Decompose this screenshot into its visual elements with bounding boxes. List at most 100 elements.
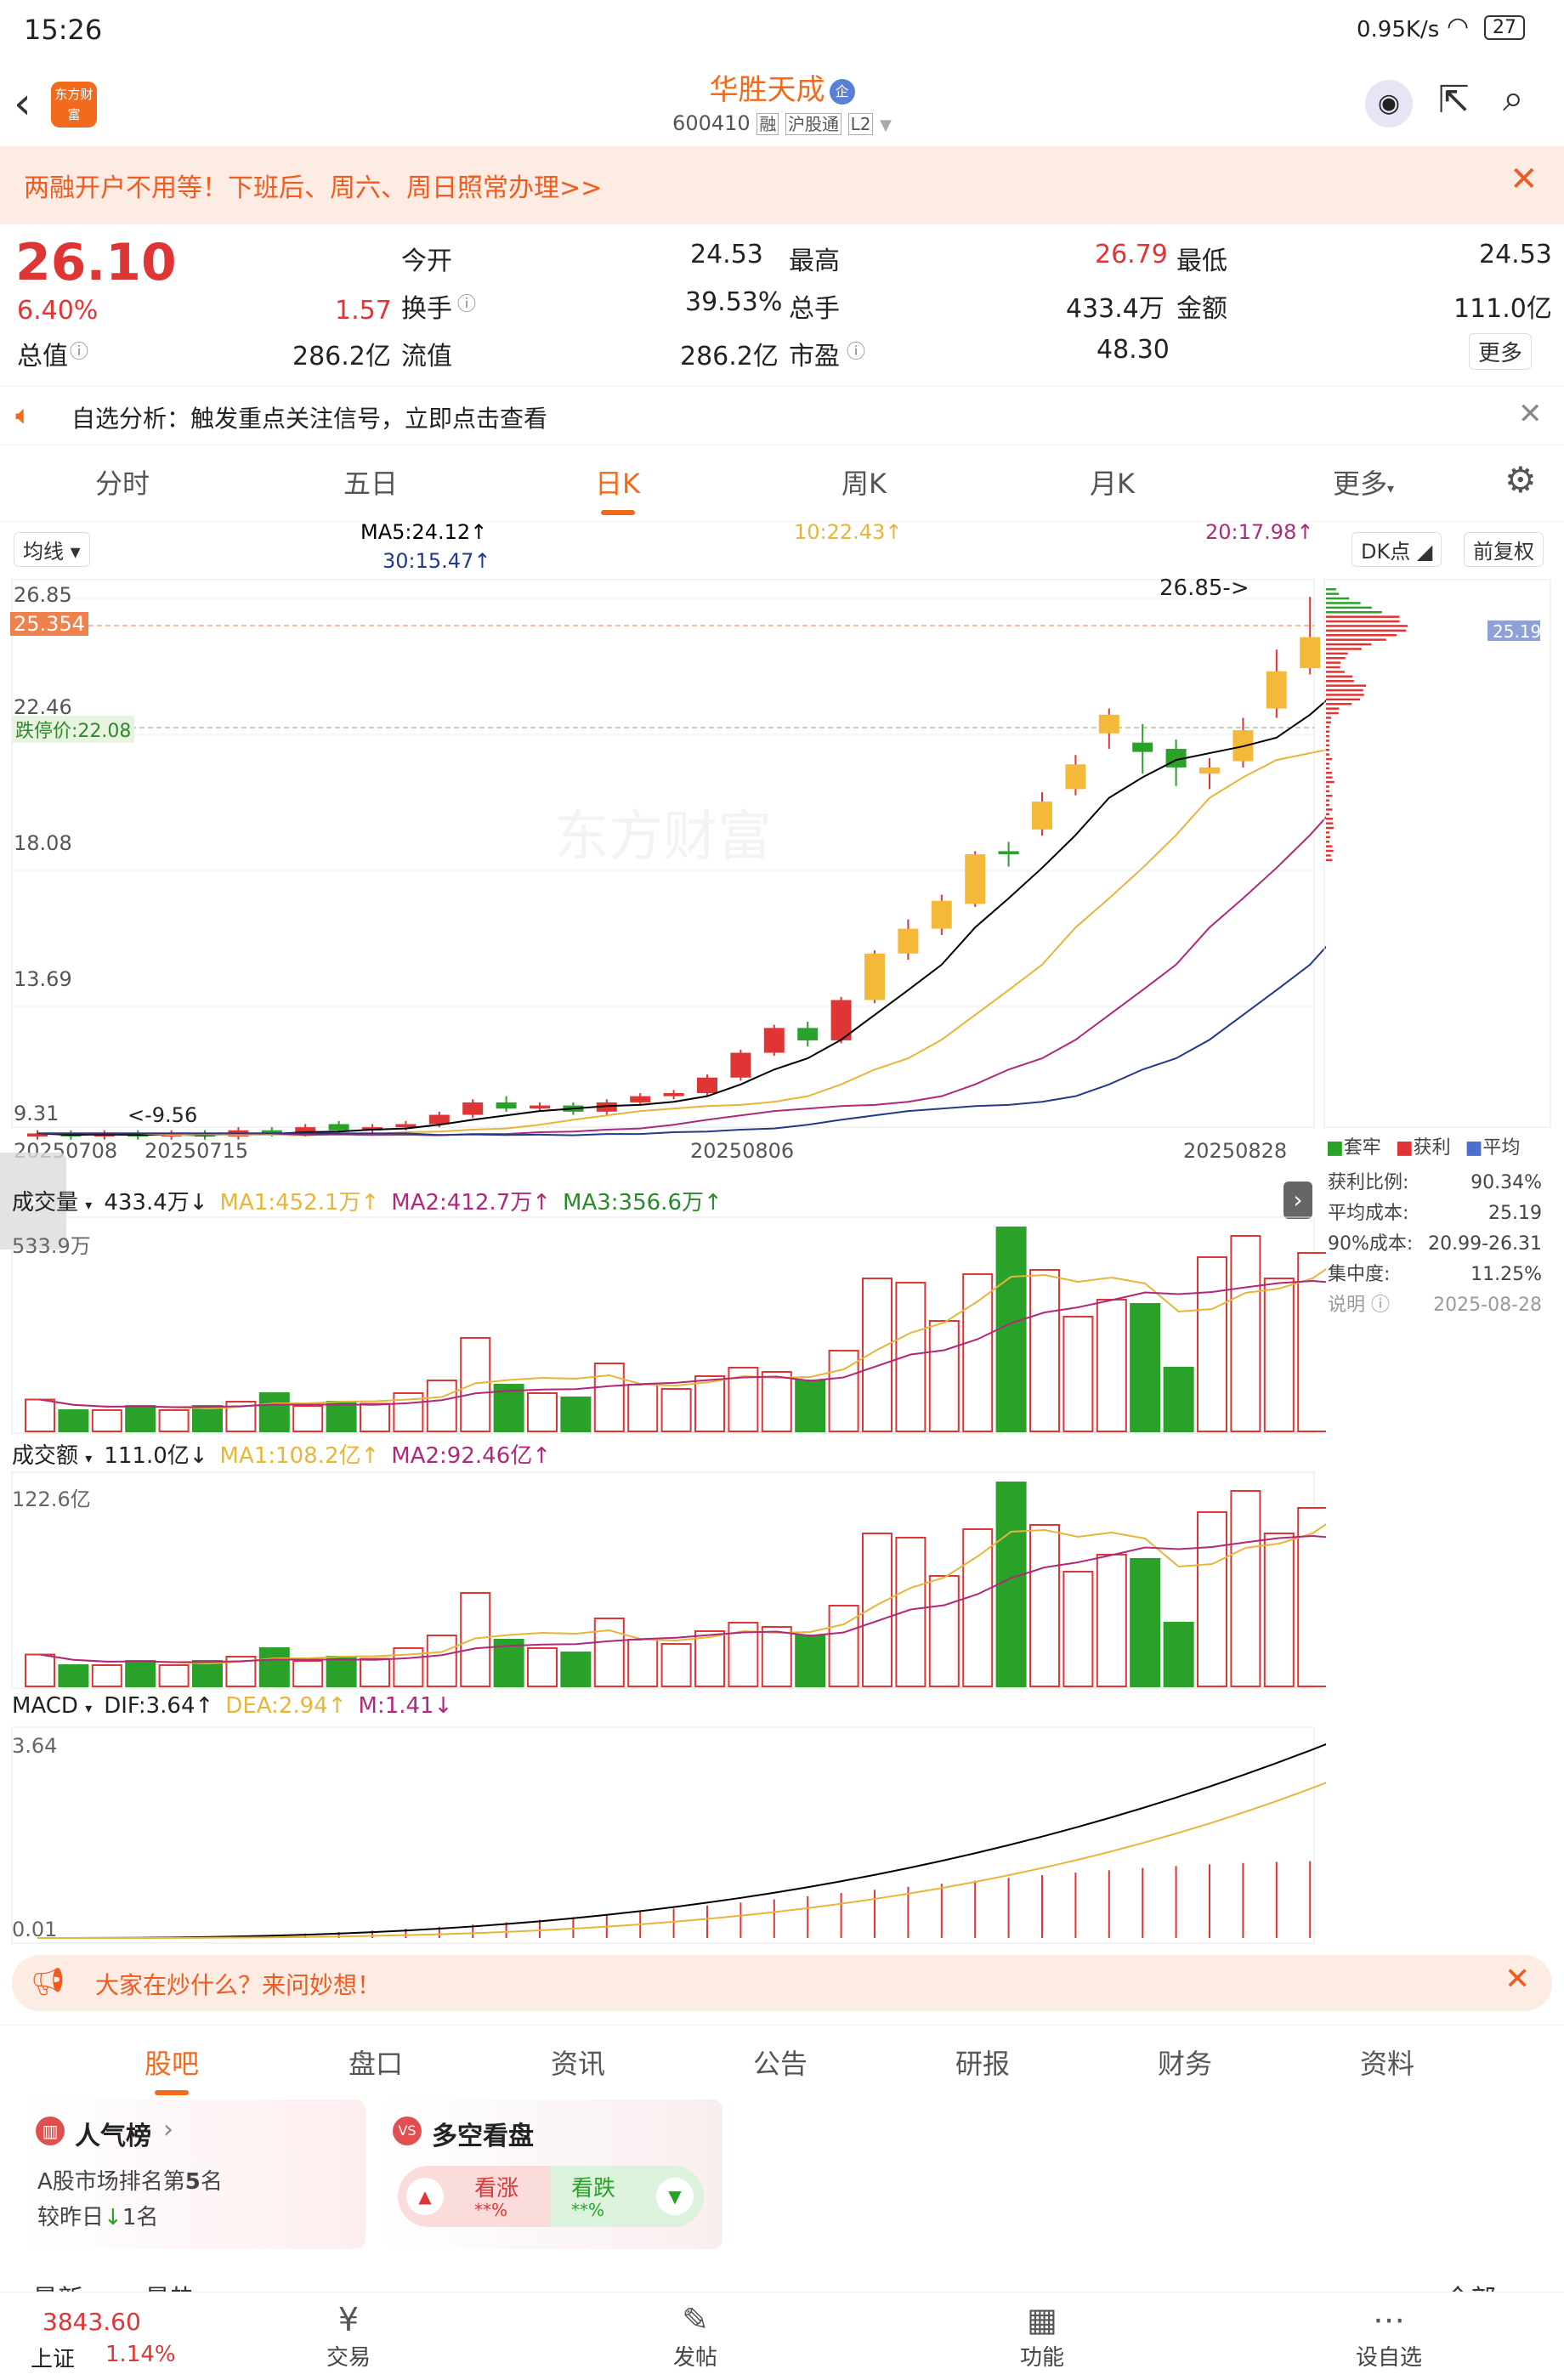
tab-profile[interactable]: 资料: [1360, 2043, 1414, 2082]
chip-bar: [1326, 703, 1352, 706]
volume-bar: [126, 1406, 155, 1431]
popularity-card[interactable]: ▥ 人气榜 › A股市场排名第5名 较昨日↓1名: [22, 2100, 366, 2249]
info-icon[interactable]: ⓘ: [847, 337, 865, 364]
amount-ma2: MA2:92.46亿↑: [391, 1438, 551, 1470]
tab-announcements[interactable]: 公告: [753, 2043, 808, 2082]
stock-name[interactable]: 华胜天成: [709, 73, 824, 107]
volume-bar: [1097, 1300, 1126, 1431]
candle-body: [797, 1028, 818, 1040]
index-name[interactable]: 上证: [31, 2342, 75, 2373]
macd-chart[interactable]: [0, 1726, 1326, 1946]
gear-icon[interactable]: ⚙: [1504, 459, 1537, 501]
search-icon[interactable]: ⌕: [1503, 76, 1524, 120]
chevron-right-icon[interactable]: ›: [1284, 1182, 1312, 1219]
ma20-label: 20:17.98↑: [1205, 520, 1313, 544]
date-tick: 20250828: [1183, 1139, 1287, 1163]
candle-body: [1300, 638, 1320, 668]
macd-select[interactable]: MACD ▾: [12, 1693, 92, 1719]
amount-select[interactable]: 成交额 ▾: [12, 1438, 92, 1470]
bullish-button[interactable]: ▲ 看涨 **%: [398, 2166, 551, 2227]
tab-intraday[interactable]: 分时: [95, 462, 150, 502]
promo-text[interactable]: 两融开户不用等！下班后、周六、周日照常办理>>: [24, 167, 602, 204]
nav-post[interactable]: ✎ 发帖: [636, 2299, 755, 2372]
cost90-label: 90%成本:: [1328, 1229, 1413, 1260]
assistant-avatar[interactable]: ◉: [1365, 80, 1413, 128]
volume-bar: [26, 1655, 54, 1687]
more-button[interactable]: 更多: [1469, 333, 1532, 370]
amount-chart[interactable]: [0, 1470, 1326, 1692]
avg-cost-label: 平均成本:: [1328, 1198, 1408, 1229]
enterprise-badge: 企: [830, 79, 855, 105]
tab-monthly-k[interactable]: 月K: [1090, 462, 1135, 502]
dif-line: [37, 1737, 1326, 1938]
indicator-select[interactable]: 均线 ▾: [14, 532, 90, 567]
volume-bar: [930, 1321, 959, 1431]
price-tick: 13.69: [14, 967, 72, 991]
chip-price-tag: 25.19: [1493, 621, 1541, 642]
index-change[interactable]: 1.14%: [105, 2342, 176, 2367]
chip-bar: [1326, 615, 1399, 618]
chip-note[interactable]: 说明 ⓘ: [1328, 1290, 1390, 1321]
chip-bar: [1326, 648, 1362, 650]
info-icon[interactable]: ⓘ: [457, 289, 476, 316]
bull-bear-card[interactable]: VS 多空看盘 ▲ 看涨 **% 看跌 **% ▼: [379, 2100, 722, 2249]
volume-select[interactable]: 成交量 ▾: [12, 1185, 92, 1216]
tab-daily-k[interactable]: 日K: [595, 462, 640, 502]
tab-weekly-k[interactable]: 周K: [842, 462, 887, 502]
bearish-button[interactable]: 看跌 **% ▼: [551, 2166, 704, 2227]
candle-body: [1132, 743, 1153, 752]
tab-more-label: 更多: [1333, 468, 1387, 500]
volume-bar: [762, 1627, 791, 1686]
close-icon[interactable]: ✕: [1504, 1962, 1530, 1997]
kline-chart[interactable]: 东方财富 26.85-> <-9.56: [0, 578, 1326, 1164]
volume-bar: [762, 1372, 791, 1431]
legend-swatch: ■: [1465, 1137, 1483, 1159]
float-cap-label: 流值: [401, 335, 452, 372]
dk-point-label: DK点: [1361, 540, 1410, 564]
notice-text[interactable]: 自选分析：触发重点关注信号，立即点击查看: [71, 400, 547, 434]
high-marker: 26.85->: [1159, 578, 1250, 601]
stock-code: 600410: [672, 111, 751, 135]
tab-research[interactable]: 研报: [955, 2043, 1010, 2082]
tab-forum[interactable]: 股吧: [144, 2043, 199, 2082]
watermark: 东方财富: [554, 806, 772, 869]
share-icon[interactable]: ⇱: [1438, 78, 1470, 122]
chevron-down-icon[interactable]: ▼: [880, 116, 892, 134]
chip-bar: [1326, 694, 1364, 696]
nav-add-watchlist[interactable]: ⋯ 设自选: [1329, 2299, 1448, 2372]
rank-suffix: 名: [201, 2169, 223, 2195]
volume-bar: [1030, 1270, 1059, 1431]
ma-line: [37, 686, 1326, 1136]
legend-swatch: ■: [1396, 1137, 1414, 1159]
nav-functions[interactable]: ▦ 功能: [983, 2299, 1102, 2372]
close-icon[interactable]: ✕: [1518, 397, 1543, 431]
pe-value: 48.30: [1096, 335, 1170, 365]
chip-bar: [1326, 699, 1360, 701]
ask-banner-text[interactable]: 大家在炒什么？来问妙想！: [95, 1967, 381, 2001]
tab-order-book[interactable]: 盘口: [348, 2043, 403, 2082]
volume-bar: [428, 1635, 456, 1686]
dk-point-select[interactable]: DK点 ◢: [1352, 532, 1442, 567]
index-value[interactable]: 3843.60: [42, 2308, 141, 2336]
analysis-notice[interactable]: 🔈︎ 自选分析：触发重点关注信号，立即点击查看 ✕: [0, 386, 1564, 445]
ask-banner[interactable]: 📢︎ 大家在炒什么？来问妙想！ ✕: [12, 1955, 1552, 2011]
promo-banner[interactable]: 两融开户不用等！下班后、周六、周日照常办理>> ✕: [0, 146, 1564, 224]
chip-bar: [1326, 785, 1329, 788]
tab-more[interactable]: 更多▾: [1333, 462, 1394, 502]
chevron-down-icon: ▾: [1387, 480, 1394, 496]
chip-legend: ■套牢 ■获利 ■平均: [1326, 1132, 1520, 1159]
tab-five-day[interactable]: 五日: [343, 462, 398, 502]
volume-bar: [461, 1338, 490, 1431]
nav-functions-label: 功能: [1020, 2345, 1064, 2371]
tab-news[interactable]: 资讯: [551, 2043, 605, 2082]
nav-trade[interactable]: ¥ 交易: [289, 2299, 408, 2372]
candle-body: [1266, 672, 1287, 709]
info-icon[interactable]: ⓘ: [70, 337, 88, 364]
close-icon[interactable]: ✕: [1510, 160, 1538, 199]
wifi-icon: ◠: [1447, 12, 1469, 42]
tab-financials[interactable]: 财务: [1158, 2043, 1212, 2082]
adjust-select[interactable]: 前复权: [1464, 532, 1544, 567]
volume-bar: [796, 1635, 824, 1686]
volume-chart[interactable]: [0, 1216, 1326, 1436]
macd-select-label: MACD: [12, 1693, 78, 1719]
